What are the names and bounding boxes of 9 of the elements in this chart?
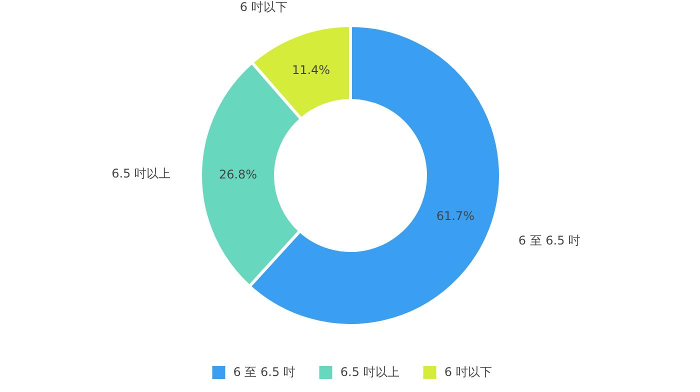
slice-label: 6 至 6.5 吋	[518, 234, 581, 248]
slice-label: 6.5 吋以上	[112, 166, 171, 181]
legend-label: 6.5 吋以上	[340, 364, 400, 380]
slice-label: 6 吋以下	[240, 0, 288, 14]
data-label: 26.8%	[218, 167, 258, 182]
data-label: 61.7%	[436, 209, 474, 224]
data-label: 11.4%	[292, 63, 330, 78]
legend-label: 6 至 6.5 吋	[233, 364, 296, 380]
legend-label: 6 吋以下	[444, 364, 492, 380]
